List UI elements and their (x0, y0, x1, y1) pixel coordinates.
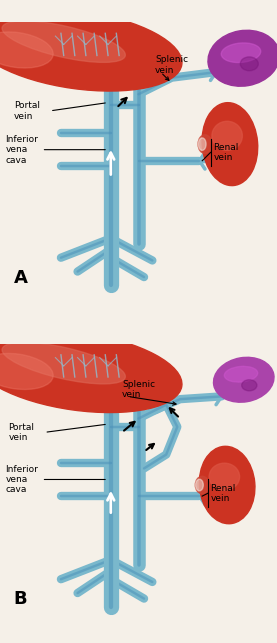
Ellipse shape (195, 476, 209, 494)
Ellipse shape (0, 32, 53, 68)
Ellipse shape (242, 380, 257, 391)
Text: Portal
vein: Portal vein (14, 101, 40, 121)
Text: Splenic
vein: Splenic vein (122, 380, 155, 399)
Text: Splenic
vein: Splenic vein (155, 55, 188, 75)
Ellipse shape (208, 30, 277, 86)
Ellipse shape (214, 358, 274, 403)
Ellipse shape (221, 43, 261, 62)
Ellipse shape (202, 103, 258, 186)
Ellipse shape (2, 21, 125, 62)
Ellipse shape (0, 9, 182, 91)
Text: Inferior
vena
cava: Inferior vena cava (6, 135, 39, 165)
Ellipse shape (212, 122, 242, 150)
Text: Renal
vein: Renal vein (213, 143, 239, 162)
Text: A: A (14, 269, 28, 287)
Text: Renal
vein: Renal vein (211, 484, 236, 503)
Ellipse shape (224, 367, 258, 382)
Text: Portal
vein: Portal vein (8, 422, 34, 442)
Text: Inferior
vena
cava: Inferior vena cava (6, 465, 39, 494)
Ellipse shape (198, 138, 206, 150)
Ellipse shape (2, 342, 125, 384)
Ellipse shape (0, 331, 182, 413)
Ellipse shape (199, 446, 255, 524)
Text: B: B (14, 590, 27, 608)
Ellipse shape (196, 479, 203, 491)
Ellipse shape (240, 57, 258, 71)
Ellipse shape (198, 135, 212, 154)
Ellipse shape (209, 463, 240, 490)
Ellipse shape (0, 354, 53, 390)
